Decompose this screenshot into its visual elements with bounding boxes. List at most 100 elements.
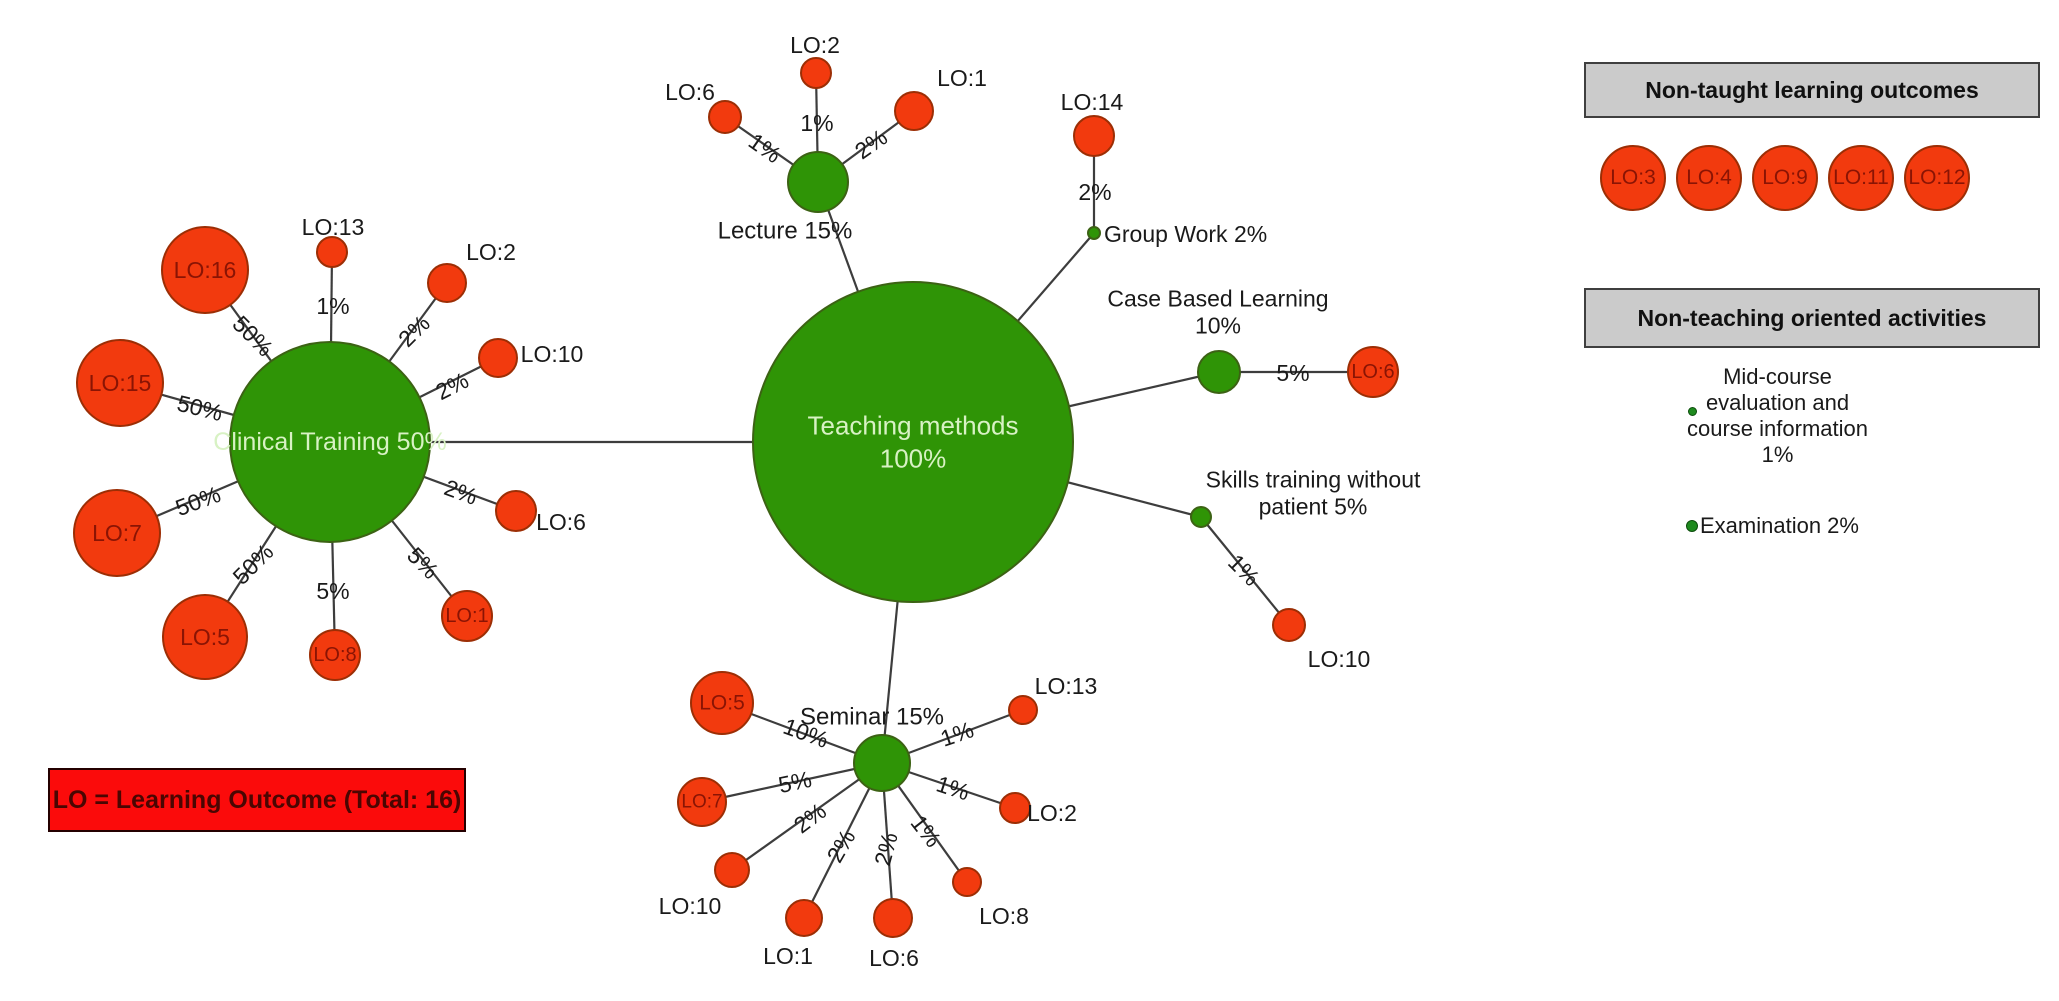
non-taught-outcome-circle-lo12: LO:12 bbox=[1904, 145, 1970, 211]
midcourse-evaluation-item: Mid-course evaluation and course informa… bbox=[1645, 364, 1910, 468]
non-taught-outcome-label: LO:9 bbox=[1762, 166, 1808, 189]
non-taught-outcomes-title: Non-taught learning outcomes bbox=[1645, 76, 1979, 103]
midcourse-line-4: 1% bbox=[1761, 442, 1794, 467]
node-sk_lo10 bbox=[1272, 608, 1306, 642]
non-taught-outcome-circle-lo3: LO:3 bbox=[1600, 145, 1666, 211]
node-label-sk_lo10: LO:10 bbox=[1308, 646, 1371, 672]
node-label-sem_lo10: LO:10 bbox=[659, 893, 722, 919]
edge-seminar-sem_lo7 bbox=[701, 761, 883, 804]
midcourse-line-3: course information bbox=[1687, 416, 1868, 441]
node-label-cl_lo8: LO:8 bbox=[313, 644, 356, 666]
node-cl_lo8 bbox=[309, 629, 361, 681]
node-label-sem_lo1: LO:1 bbox=[763, 943, 813, 969]
node-label-sem_lo6: LO:6 bbox=[869, 945, 919, 971]
node-cbl bbox=[1197, 350, 1241, 394]
examination-item: Examination 2% bbox=[1700, 513, 1859, 538]
node-sem_lo13 bbox=[1008, 695, 1038, 725]
node-clinical bbox=[229, 341, 431, 543]
edge-weight-label-clinical-cl_lo16: 50% bbox=[228, 311, 279, 362]
node-label-cbl-line2: 10% bbox=[1195, 313, 1241, 339]
node-gw_lo14 bbox=[1073, 115, 1115, 157]
edge-skills-sk_lo10 bbox=[1200, 516, 1290, 626]
node-sem_lo10 bbox=[714, 852, 750, 888]
node-cl_lo6 bbox=[495, 490, 537, 532]
node-label-cbl-line1: Case Based Learning bbox=[1107, 286, 1328, 312]
node-label-sem_lo7: LO:7 bbox=[681, 792, 722, 813]
non-teaching-activities-header: Non-teaching oriented activities bbox=[1584, 288, 2040, 348]
edge-weight-label-clinical-cl_lo8: 5% bbox=[316, 578, 349, 604]
node-label-cl_lo7: LO:7 bbox=[92, 520, 142, 546]
node-cl_lo15 bbox=[76, 339, 164, 427]
node-label-sem_lo5: LO:5 bbox=[699, 692, 745, 715]
node-sem_lo1 bbox=[785, 899, 823, 937]
edge-weight-label-clinical-cl_lo6: 2% bbox=[441, 474, 481, 510]
non-taught-outcome-label: LO:11 bbox=[1833, 166, 1889, 189]
node-cl_lo5 bbox=[162, 594, 248, 680]
edge-weight-label-skills-sk_lo10: 1% bbox=[1223, 549, 1265, 591]
node-sem_lo8 bbox=[952, 867, 982, 897]
node-label-teaching-line1: Teaching methods bbox=[807, 411, 1018, 441]
node-cl_lo7 bbox=[73, 489, 161, 577]
node-label-cl_lo10: LO:10 bbox=[521, 341, 584, 367]
edge-weight-label-clinical-cl_lo13: 1% bbox=[316, 293, 349, 319]
node-skills bbox=[1190, 506, 1212, 528]
node-label-clinical: Clinical Training 50% bbox=[213, 428, 446, 456]
midcourse-line-2: evaluation and bbox=[1705, 390, 1850, 415]
edge-weight-label-clinical-cl_lo7: 50% bbox=[172, 481, 224, 521]
edge-weight-label-lecture-lec_lo2: 1% bbox=[800, 110, 833, 136]
edge-weight-label-seminar-sem_lo6: 2% bbox=[869, 830, 903, 869]
node-lec_lo6 bbox=[708, 100, 742, 134]
node-sem_lo7 bbox=[677, 777, 727, 827]
node-label-cl_lo2: LO:2 bbox=[466, 239, 516, 265]
node-label-lec_lo6: LO:6 bbox=[665, 79, 715, 105]
node-label-skills-line2: patient 5% bbox=[1259, 494, 1368, 520]
edge-weight-label-clinical-cl_lo5: 50% bbox=[228, 539, 279, 590]
node-lecture bbox=[787, 151, 849, 213]
node-label-cl_lo1: LO:1 bbox=[445, 605, 488, 627]
node-label-lecture: Lecture 15% bbox=[718, 218, 853, 245]
node-cl_lo2 bbox=[427, 263, 467, 303]
non-taught-outcome-label: LO:3 bbox=[1610, 166, 1656, 189]
edge-weight-label-clinical-cl_lo2: 2% bbox=[393, 310, 435, 352]
midcourse-line-1: Mid-course bbox=[1723, 364, 1832, 389]
node-cl_lo16 bbox=[161, 226, 249, 314]
edge-weight-label-seminar-sem_lo2: 1% bbox=[933, 770, 973, 805]
node-label-cl_lo13: LO:13 bbox=[302, 214, 365, 240]
midcourse-bullet-dot bbox=[1688, 407, 1697, 416]
lo-legend-label: LO = Learning Outcome (Total: 16) bbox=[52, 785, 462, 814]
non-taught-outcome-circle-lo9: LO:9 bbox=[1752, 145, 1818, 211]
node-lec_lo2 bbox=[800, 57, 832, 89]
lo-legend-box: LO = Learning Outcome (Total: 16) bbox=[48, 768, 466, 832]
non-taught-outcome-label: LO:12 bbox=[1908, 166, 1966, 189]
node-cbl_lo6 bbox=[1347, 346, 1399, 398]
edge-seminar-sem_lo10 bbox=[731, 762, 883, 871]
non-teaching-activities-title: Non-teaching oriented activities bbox=[1637, 304, 1987, 331]
node-label-groupwork: Group Work 2% bbox=[1104, 221, 1267, 247]
node-sem_lo2 bbox=[999, 792, 1031, 824]
edge-weight-label-groupwork-gw_lo14: 2% bbox=[1078, 179, 1111, 205]
nodes-layer bbox=[73, 57, 1399, 938]
node-sem_lo6 bbox=[873, 898, 913, 938]
node-teaching bbox=[752, 281, 1074, 603]
edge-weight-label-cbl-cbl_lo6: 5% bbox=[1276, 360, 1309, 386]
node-groupwork bbox=[1087, 226, 1101, 240]
node-label-skills-line1: Skills training without bbox=[1206, 467, 1421, 493]
node-label-cl_lo15: LO:15 bbox=[89, 370, 152, 396]
non-taught-outcome-label: LO:4 bbox=[1686, 166, 1732, 189]
non-taught-outcome-circle-lo11: LO:11 bbox=[1828, 145, 1894, 211]
node-label-sem_lo13: LO:13 bbox=[1035, 673, 1098, 699]
node-label-cl_lo16: LO:16 bbox=[174, 257, 237, 283]
node-label-cl_lo5: LO:5 bbox=[180, 624, 230, 650]
edge-weight-label-clinical-cl_lo15: 50% bbox=[175, 390, 226, 426]
node-label-seminar: Seminar 15% bbox=[800, 704, 944, 731]
non-taught-outcomes-header: Non-taught learning outcomes bbox=[1584, 62, 2040, 118]
edge-weight-label-seminar-sem_lo1: 2% bbox=[821, 825, 860, 867]
node-sem_lo5 bbox=[690, 671, 754, 735]
node-label-cl_lo6: LO:6 bbox=[536, 509, 586, 535]
edge-weight-label-seminar-sem_lo7: 5% bbox=[776, 766, 814, 798]
non-taught-outcome-circle-lo4: LO:4 bbox=[1676, 145, 1742, 211]
node-seminar bbox=[853, 734, 911, 792]
node-label-lec_lo2: LO:2 bbox=[790, 32, 840, 58]
node-label-gw_lo14: LO:14 bbox=[1061, 89, 1124, 115]
